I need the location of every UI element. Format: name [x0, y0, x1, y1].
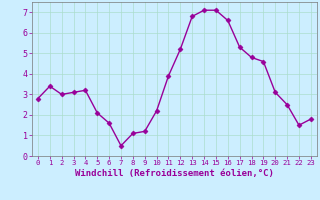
X-axis label: Windchill (Refroidissement éolien,°C): Windchill (Refroidissement éolien,°C) [75, 169, 274, 178]
